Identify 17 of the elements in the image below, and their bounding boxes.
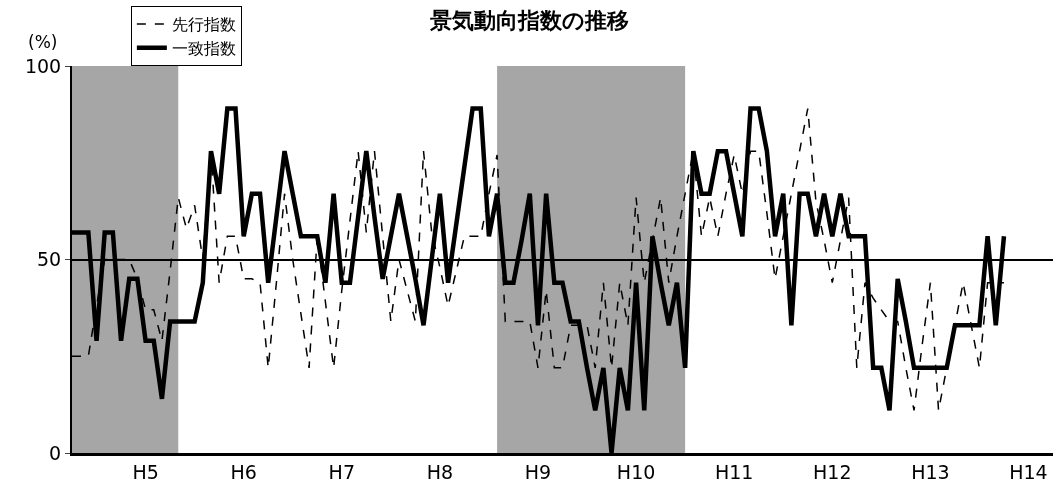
x-tick-label: H12 [813,460,852,483]
x-tick-label: H9 [524,460,552,483]
y-tick-label: 50 [37,248,62,271]
x-tick-label: H10 [616,460,656,483]
x-tick-label: H5 [132,460,159,483]
y-tick-label: 100 [24,54,62,77]
x-tick-label: H6 [230,460,257,483]
y-tick-label: 0 [49,441,62,464]
y-axis-title: (%) [28,32,58,52]
legend-label: 一致指数 [171,38,236,58]
x-tick-label: H14 [1009,460,1048,483]
x-tick-label: H8 [426,460,454,483]
legend-label: 先行指数 [171,15,236,35]
x-tick-label: H11 [714,460,754,483]
chart-title: 景気動向指数の推移 [429,7,629,33]
x-tick-label: H13 [911,460,950,483]
x-tick-label: H7 [328,460,355,483]
